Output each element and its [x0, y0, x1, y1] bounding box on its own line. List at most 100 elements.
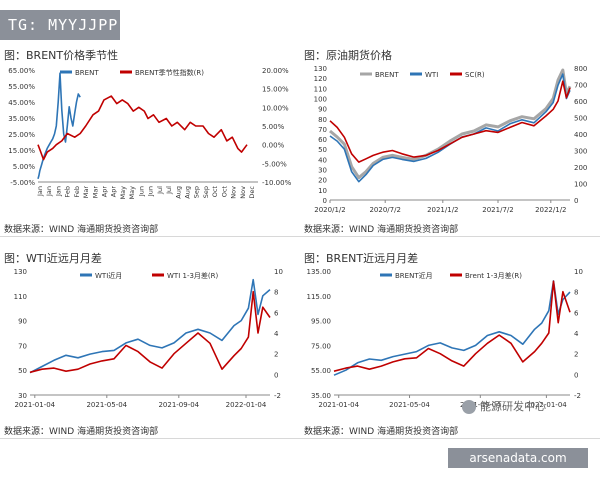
y-left-tick-label: 75.00 [311, 342, 331, 350]
y-right-tick-label: 10 [574, 268, 583, 276]
y-left-tick-label: 45.00% [8, 99, 35, 107]
series-line-0 [333, 280, 571, 376]
brent-spread-chart: 35.00 55.00 75.00 95.00 115.00 135.00 -2 0 2 4 6 8 1… [307, 268, 583, 409]
y-left-tick-label: 55.00 [311, 367, 331, 375]
legend-label: BRENT季节性指数(R) [135, 68, 204, 77]
divider [0, 438, 600, 439]
y-left-tick-label: 80 [318, 116, 327, 124]
x-tick-label: Nov [239, 186, 247, 199]
y-left-tick-label: 70 [18, 342, 27, 350]
y-left-tick-label: -5.00% [10, 179, 35, 187]
y-right-tick-label: 700 [574, 82, 587, 90]
y-right-tick-label: 8 [574, 289, 578, 297]
x-tick-label: 2020/7/2 [369, 206, 400, 214]
x-tick-label: Jul [156, 186, 164, 195]
y-right-tick-label: 800 [574, 65, 587, 73]
x-tick-label: Oct [211, 186, 219, 198]
y-left-tick-label: 20 [318, 177, 327, 185]
y-left-tick-label: 135.00 [307, 268, 332, 276]
x-tick-label: Aug [183, 186, 191, 199]
telegram-badge: TG: MYYJJPP [0, 10, 120, 40]
x-tick-label: Jan [45, 186, 53, 197]
y-right-tick-label: 8 [274, 289, 278, 297]
x-tick-label: 2022-01-04 [526, 401, 567, 409]
x-tick-label: Jul [165, 186, 173, 195]
y-right-tick-label: -5.00% [262, 160, 287, 168]
x-tick-label: Jan [36, 186, 44, 197]
source-note: 数据来源：WIND 海通期货投资咨询部 [304, 427, 459, 437]
y-right-tick-label: 4 [574, 330, 579, 338]
y-right-tick-label: 0 [574, 371, 578, 379]
legend-label: BRENT近月 [395, 271, 433, 280]
y-left-tick-label: 95.00 [311, 318, 331, 326]
y-left-tick-label: 65.00% [8, 67, 35, 75]
x-tick-label: Sep [202, 186, 210, 198]
y-left-tick-label: 50 [318, 146, 327, 154]
y-right-tick-label: 10 [274, 268, 283, 276]
x-tick-label: 2021-09-04 [460, 401, 501, 409]
source-note: 数据来源：WIND 海通期货投资咨询部 [4, 225, 159, 235]
y-right-tick-label: -10.00% [262, 179, 292, 187]
y-left-tick-label: 115.00 [307, 293, 332, 301]
y-right-tick-label: 500 [574, 115, 587, 123]
x-tick-label: Dec [248, 186, 256, 199]
y-left-tick-label: 0 [323, 197, 327, 205]
x-tick-label: Apr [101, 186, 109, 198]
legend-label: WTI近月 [95, 271, 122, 280]
y-left-tick-label: 90 [18, 318, 27, 326]
brent-seasonality-chart: -5.00% 5.00% 15.00% 25.00% 35.00% 45.00% 55.00… [8, 67, 292, 199]
x-tick-label: 2021-05-04 [86, 401, 127, 409]
x-tick-label: Feb [73, 186, 81, 198]
panel-title-futures-price: 图：原油期货价格 [304, 49, 392, 62]
y-right-tick-label: 0 [274, 371, 278, 379]
x-tick-label: Jan [54, 186, 62, 197]
y-right-tick-label: 5.00% [262, 123, 285, 131]
x-tick-label: Nov [230, 186, 238, 199]
y-left-tick-label: 70 [318, 126, 327, 134]
y-left-tick-label: 30 [318, 167, 327, 175]
x-tick-label: Mar [82, 186, 90, 199]
y-right-tick-label: -2 [274, 392, 281, 400]
x-tick-label: Jun [147, 186, 155, 197]
futures-price-chart: 0 10 20 30 40 50 60 70 80 90 100 110 120 130 0 100 200 30… [314, 65, 588, 214]
y-left-tick-label: 110 [314, 85, 327, 93]
y-left-tick-label: 5.00% [13, 163, 36, 171]
y-right-tick-label: 15.00% [262, 86, 289, 94]
y-left-tick-label: 100 [314, 95, 327, 103]
series-line-0 [37, 72, 81, 180]
series-line-1 [29, 290, 271, 374]
y-right-tick-label: 4 [274, 330, 279, 338]
x-tick-label: 2021-09-04 [158, 401, 199, 409]
x-tick-label: 2022-01-04 [226, 401, 267, 409]
legend-label: WTI [425, 71, 438, 79]
y-left-tick-label: 35.00% [8, 115, 35, 123]
series-line-1 [329, 73, 571, 183]
source-note: 数据来源：WIND 海通期货投资咨询部 [304, 225, 459, 235]
panel-title-brent-seasonality: 图：BRENT价格季节性 [4, 49, 119, 62]
y-left-tick-label: 40 [318, 156, 327, 164]
series-line-2 [329, 80, 571, 163]
x-tick-label: 2021-05-04 [389, 401, 430, 409]
x-tick-label: Oct [220, 186, 228, 198]
x-tick-label: 2021/1/2 [427, 206, 458, 214]
y-right-tick-label: 300 [574, 148, 587, 156]
x-tick-label: Aug [174, 186, 182, 199]
legend-label: BRENT [375, 71, 399, 79]
x-tick-label: 2020/1/2 [314, 206, 345, 214]
wechat-mark-text: 能源研发中心 [480, 400, 546, 413]
x-tick-label: Mar [91, 186, 99, 199]
y-right-tick-label: -2 [574, 392, 581, 400]
x-tick-label: Apr [110, 186, 118, 198]
series-line-1 [333, 280, 571, 372]
series-line-0 [329, 68, 572, 180]
y-left-tick-label: 25.00% [8, 131, 35, 139]
y-right-tick-label: 0 [574, 197, 578, 205]
x-tick-label: 2021-01-04 [14, 401, 55, 409]
y-left-tick-label: 60 [318, 136, 327, 144]
y-left-tick-label: 30 [18, 392, 27, 400]
wti-spread-chart: 30 50 70 90 110 130 -2 0 2 4 6 8 10 2021-01-04 2021-05… [14, 268, 283, 409]
y-right-tick-label: 200 [574, 164, 587, 172]
y-right-tick-label: 0.00% [262, 142, 285, 150]
watermark: arsenadata.com [448, 448, 588, 468]
y-left-tick-label: 120 [314, 75, 327, 83]
